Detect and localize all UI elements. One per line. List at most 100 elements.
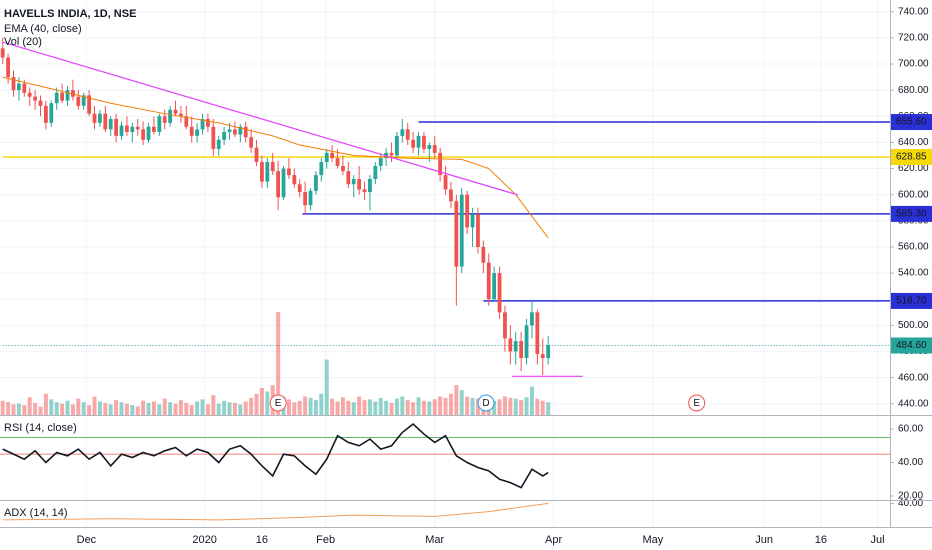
volume-bar — [22, 405, 27, 415]
volume-bar — [243, 401, 248, 415]
volume-bar — [513, 398, 518, 415]
volume-bar — [529, 386, 534, 415]
candle-body — [141, 129, 146, 140]
x-tick-label: Jul — [871, 534, 885, 546]
chart-title: HAVELLS INDIA, 1D, NSE — [4, 8, 136, 20]
candle-body — [357, 179, 362, 190]
candle-body — [470, 214, 475, 228]
candle-body — [449, 189, 453, 202]
event-marker — [269, 394, 287, 412]
volume-bar — [286, 399, 291, 415]
event-marker — [688, 394, 706, 412]
y-tick-label: 640.00 — [898, 137, 929, 148]
candle-body — [546, 344, 551, 359]
candle-body — [281, 168, 286, 198]
volume-bar — [432, 399, 437, 415]
legend-ema: EMA (40, close) — [4, 23, 82, 35]
volume-bar — [492, 400, 497, 415]
candle-body — [200, 118, 205, 130]
event-label: E — [275, 398, 282, 409]
candle-body — [292, 175, 297, 185]
level-label-box — [891, 337, 932, 354]
candle-body — [373, 165, 378, 180]
candle-body — [427, 145, 432, 149]
candle-body — [87, 95, 92, 114]
candle-body — [535, 312, 540, 355]
candle-body — [216, 139, 221, 149]
candle-body — [405, 129, 410, 140]
candle-body — [368, 179, 372, 193]
candle-body — [422, 135, 426, 149]
volume-bar — [400, 396, 405, 415]
volume-bar — [389, 402, 394, 415]
volume-bar — [124, 403, 129, 415]
candle-body — [195, 129, 200, 136]
candle-body — [152, 126, 156, 132]
volume-bar — [195, 401, 200, 415]
candle-body — [503, 312, 507, 339]
candle-body — [335, 158, 340, 166]
candle-body — [308, 190, 313, 206]
candle-body — [454, 201, 459, 267]
candle-body — [227, 129, 232, 132]
volume-bar — [373, 401, 378, 415]
volume-bar — [459, 390, 464, 415]
candle-body — [168, 109, 173, 123]
candle-body — [540, 354, 545, 359]
x-tick-label: 16 — [815, 534, 827, 546]
volume-bar — [421, 400, 426, 415]
volume-bar — [178, 400, 183, 415]
candle-body — [22, 83, 27, 93]
event-marker — [477, 394, 495, 412]
x-tick-label: Mar — [425, 534, 444, 546]
candle-body — [238, 126, 243, 135]
candle-body — [60, 92, 65, 101]
candle-body — [276, 171, 281, 198]
volume-bar — [303, 396, 308, 415]
candle-body — [76, 96, 81, 106]
x-tick-label: Apr — [545, 534, 562, 546]
candle-body — [0, 48, 5, 58]
volume-bar — [362, 400, 367, 415]
volume-bar — [351, 402, 356, 415]
candle-body — [378, 158, 383, 166]
level-label-box — [891, 205, 932, 222]
candle-body — [389, 152, 394, 156]
candle-body — [524, 325, 529, 359]
volume-bar — [319, 393, 324, 415]
candle-body — [222, 131, 227, 140]
volume-bar — [470, 397, 475, 415]
volume-bar — [308, 397, 313, 415]
level-label: 655.60 — [896, 117, 927, 128]
legend-volume: Vol (20) — [4, 36, 42, 48]
volume-bar — [0, 400, 5, 415]
y-tick-label: 720.00 — [898, 33, 929, 44]
level-label: 628.85 — [896, 152, 927, 163]
volume-bar — [157, 404, 162, 415]
candle-body — [184, 116, 189, 127]
candle-body — [314, 175, 318, 191]
volume-bar — [454, 385, 459, 415]
volume-bar — [189, 405, 194, 415]
volume-bar — [497, 399, 502, 415]
candle-body — [486, 262, 491, 300]
y-tick-label: 540.00 — [898, 268, 929, 279]
candle-body — [103, 113, 108, 130]
volume-bar — [103, 402, 108, 415]
candle-body — [254, 147, 259, 163]
y-tick-label: 560.00 — [898, 242, 929, 253]
volume-bar — [465, 396, 470, 415]
candle-body — [6, 57, 11, 78]
volume-bar — [254, 393, 259, 415]
volume-bar — [405, 400, 410, 415]
volume-bar — [346, 400, 351, 415]
volume-bar — [297, 400, 302, 415]
volume-bar — [81, 402, 86, 415]
volume-bar — [394, 398, 399, 415]
volume-bar — [211, 395, 216, 415]
volume-bar — [222, 400, 227, 415]
candle-body — [395, 135, 399, 156]
candle-body — [135, 126, 140, 130]
